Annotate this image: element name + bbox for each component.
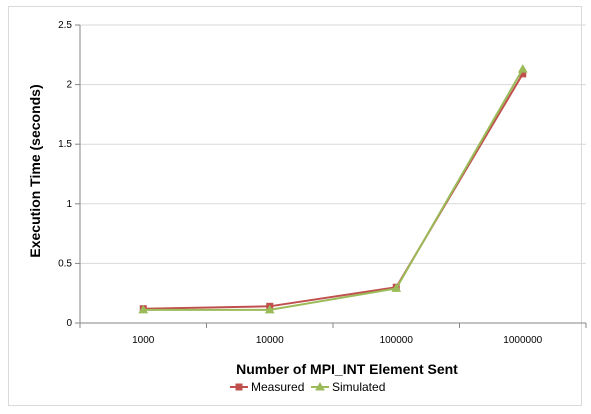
y-tick-label: 1 (66, 199, 72, 210)
data-point-triangle (391, 283, 402, 292)
series-line (143, 73, 524, 310)
x-tick-label: 100000 (380, 335, 414, 346)
x-tick-label: 10000 (256, 335, 284, 346)
data-point-triangle (315, 381, 325, 391)
y-tick-label: 2 (66, 80, 72, 91)
series-measured (139, 70, 527, 313)
y-tick-label: 0 (66, 318, 72, 329)
y-axis-title: Execution Time (seconds) (27, 84, 43, 257)
series-layer (138, 64, 528, 314)
legend: Measured Simulated (230, 380, 385, 394)
data-point-triangle (517, 64, 528, 73)
data-point-triangle (138, 304, 149, 314)
x-tick-label: 1000000 (503, 335, 542, 346)
series-simulated (138, 64, 528, 314)
data-point-square (235, 383, 243, 391)
labels-layer: 0 0.5 1 1.5 2 2.5 1000 10000 100000 1000000 (58, 20, 543, 346)
y-tick-label: 1.5 (58, 139, 72, 150)
grid-layer (80, 24, 586, 264)
data-point-triangle (264, 304, 275, 314)
y-tick-label: 2.5 (58, 20, 72, 31)
x-axis-title: Number of MPI_INT Element Sent (236, 361, 458, 377)
x-tick-label: 1000 (132, 335, 155, 346)
series-line (143, 68, 524, 311)
axes-layer (75, 24, 587, 328)
chart-frame (8, 6, 582, 406)
y-tick-label: 0.5 (58, 258, 72, 269)
legend-label: Simulated (332, 380, 385, 394)
legend-item-simulated: Simulated (311, 380, 385, 394)
legend-label: Measured (251, 380, 304, 394)
legend-item-measured: Measured (230, 380, 304, 394)
